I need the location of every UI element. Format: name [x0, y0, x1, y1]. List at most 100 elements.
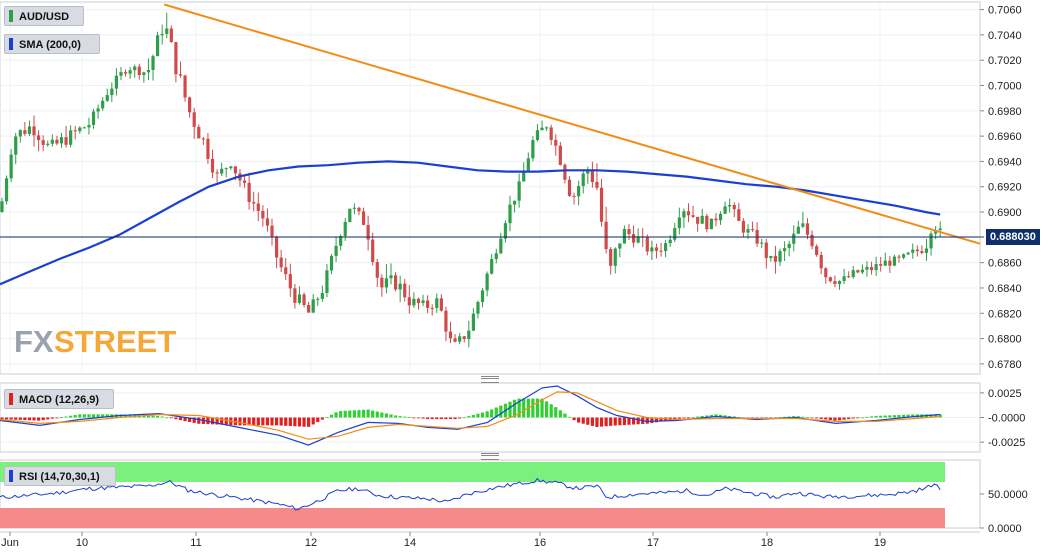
main-y-tick-label: 0.6860 — [988, 258, 1022, 270]
macd-histogram-bar — [389, 414, 393, 418]
main-y-tick-label: 0.7040 — [988, 30, 1022, 42]
candle-bear — [256, 203, 260, 211]
candle-bull — [87, 125, 91, 128]
current-price-tag: 0.688030 — [986, 228, 1040, 245]
macd-histogram-bar — [828, 417, 832, 421]
macd-histogram-bar — [901, 414, 906, 418]
symbol-badge[interactable]: AUD/USD — [4, 6, 84, 26]
rsi-badge[interactable]: RSI (14,70,30,1) — [4, 466, 116, 486]
candle-bull — [842, 276, 846, 282]
candle-bull — [860, 269, 864, 273]
main-panel-frame — [0, 1, 981, 375]
macd-histogram-bar — [87, 414, 91, 418]
macd-histogram-bar — [512, 399, 517, 418]
candle-bull — [14, 136, 18, 155]
macd-histogram-bar — [307, 417, 311, 427]
main-y-tick-label: 0.6820 — [988, 308, 1022, 320]
candle-bull — [320, 293, 324, 299]
candle-bull — [229, 166, 233, 169]
candle-bull — [311, 299, 315, 313]
macd-histogram-bar — [801, 416, 805, 418]
candle-bull — [787, 243, 791, 249]
rsi-label: RSI (14,70,30,1) — [19, 471, 100, 483]
candle-bull — [348, 208, 352, 222]
candle-bear — [361, 211, 366, 225]
x-tick-label: Jun — [1, 537, 19, 549]
panel-resize-handle-rsi[interactable] — [481, 453, 499, 460]
macd-histogram-bar — [96, 414, 100, 418]
panel-resize-handle-macd[interactable] — [481, 376, 499, 383]
candle-bull — [938, 228, 942, 231]
candle-bear — [888, 260, 892, 266]
candle-bear — [686, 211, 691, 216]
candle-bull — [618, 243, 622, 249]
candle-bull — [929, 233, 933, 249]
macd-histogram-bar — [929, 414, 933, 418]
candle-bear — [55, 139, 59, 144]
main-y-tick-label: 0.6800 — [988, 334, 1022, 346]
macd-histogram-bar — [151, 415, 155, 418]
macd-histogram-bar — [700, 416, 704, 418]
candle-bear — [856, 270, 860, 273]
candle-bull — [339, 236, 343, 246]
candle-bear — [879, 264, 883, 266]
macd-histogram-bar — [188, 417, 192, 422]
macd-histogram-bar — [792, 416, 796, 418]
candle-bull — [911, 249, 915, 253]
sma-badge[interactable]: SMA (200,0) — [4, 34, 100, 54]
candle-bear — [705, 215, 709, 230]
macd-histogram-bar — [41, 417, 45, 421]
macd-swatch — [9, 393, 13, 405]
macd-histogram-bar — [192, 417, 196, 423]
trendline — [163, 3, 981, 245]
macd-histogram-bar — [494, 407, 498, 418]
candle-bull — [467, 330, 471, 340]
candle-bear — [252, 202, 256, 204]
candle-bull — [709, 218, 713, 230]
candle-bear — [572, 195, 576, 197]
candle-bull — [782, 248, 787, 252]
candle-bear — [819, 254, 823, 269]
candle-bull — [334, 245, 338, 256]
macd-histogram-bar — [892, 415, 897, 418]
candle-bear — [247, 182, 251, 203]
candle-bear — [448, 331, 453, 339]
macd-histogram-bar — [590, 417, 594, 426]
macd-histogram-bar — [55, 417, 59, 419]
main-y-tick-label: 0.7060 — [988, 5, 1022, 17]
macd-histogram-bar — [169, 417, 173, 419]
candle-bear — [302, 294, 306, 306]
macd-histogram-bar — [430, 417, 434, 420]
macd-histogram-bar — [595, 417, 599, 427]
macd-histogram-bar — [59, 417, 64, 419]
candle-bear — [645, 237, 649, 252]
candle-bear — [270, 225, 274, 237]
macd-histogram-bar — [46, 417, 50, 420]
macd-histogram-bar — [256, 417, 260, 426]
macd-histogram-bar — [618, 417, 622, 426]
x-axis: Jun 10 11 12 14 16 17 18 19 — [0, 531, 980, 549]
candle-bull — [723, 206, 727, 214]
macd-histogram-bar — [673, 417, 677, 420]
candle-bear — [265, 218, 270, 226]
candle-bear — [123, 72, 128, 74]
macd-histogram-bar — [416, 417, 421, 419]
macd-badge[interactable]: MACD (12,26,9) — [4, 389, 114, 409]
candle-bull — [101, 100, 105, 109]
macd-histogram-bar — [860, 417, 864, 419]
macd-histogram-bar — [545, 401, 549, 418]
sma-label: SMA (200,0) — [19, 39, 81, 51]
macd-histogram-bar — [0, 417, 4, 420]
macd-histogram-bar — [444, 417, 448, 420]
macd-histogram-bar — [938, 414, 942, 418]
candle-bear — [32, 126, 36, 136]
macd-histogram-bar — [787, 416, 791, 418]
candle-bear — [174, 42, 178, 75]
macd-histogram-bar — [934, 414, 938, 418]
macd-histogram-bar — [810, 417, 814, 419]
candle-bull — [522, 170, 526, 182]
macd-histogram-bar — [146, 415, 151, 418]
candle-bear — [737, 209, 741, 221]
watermark-street: STREET — [54, 324, 176, 359]
candle-bull — [883, 260, 887, 266]
